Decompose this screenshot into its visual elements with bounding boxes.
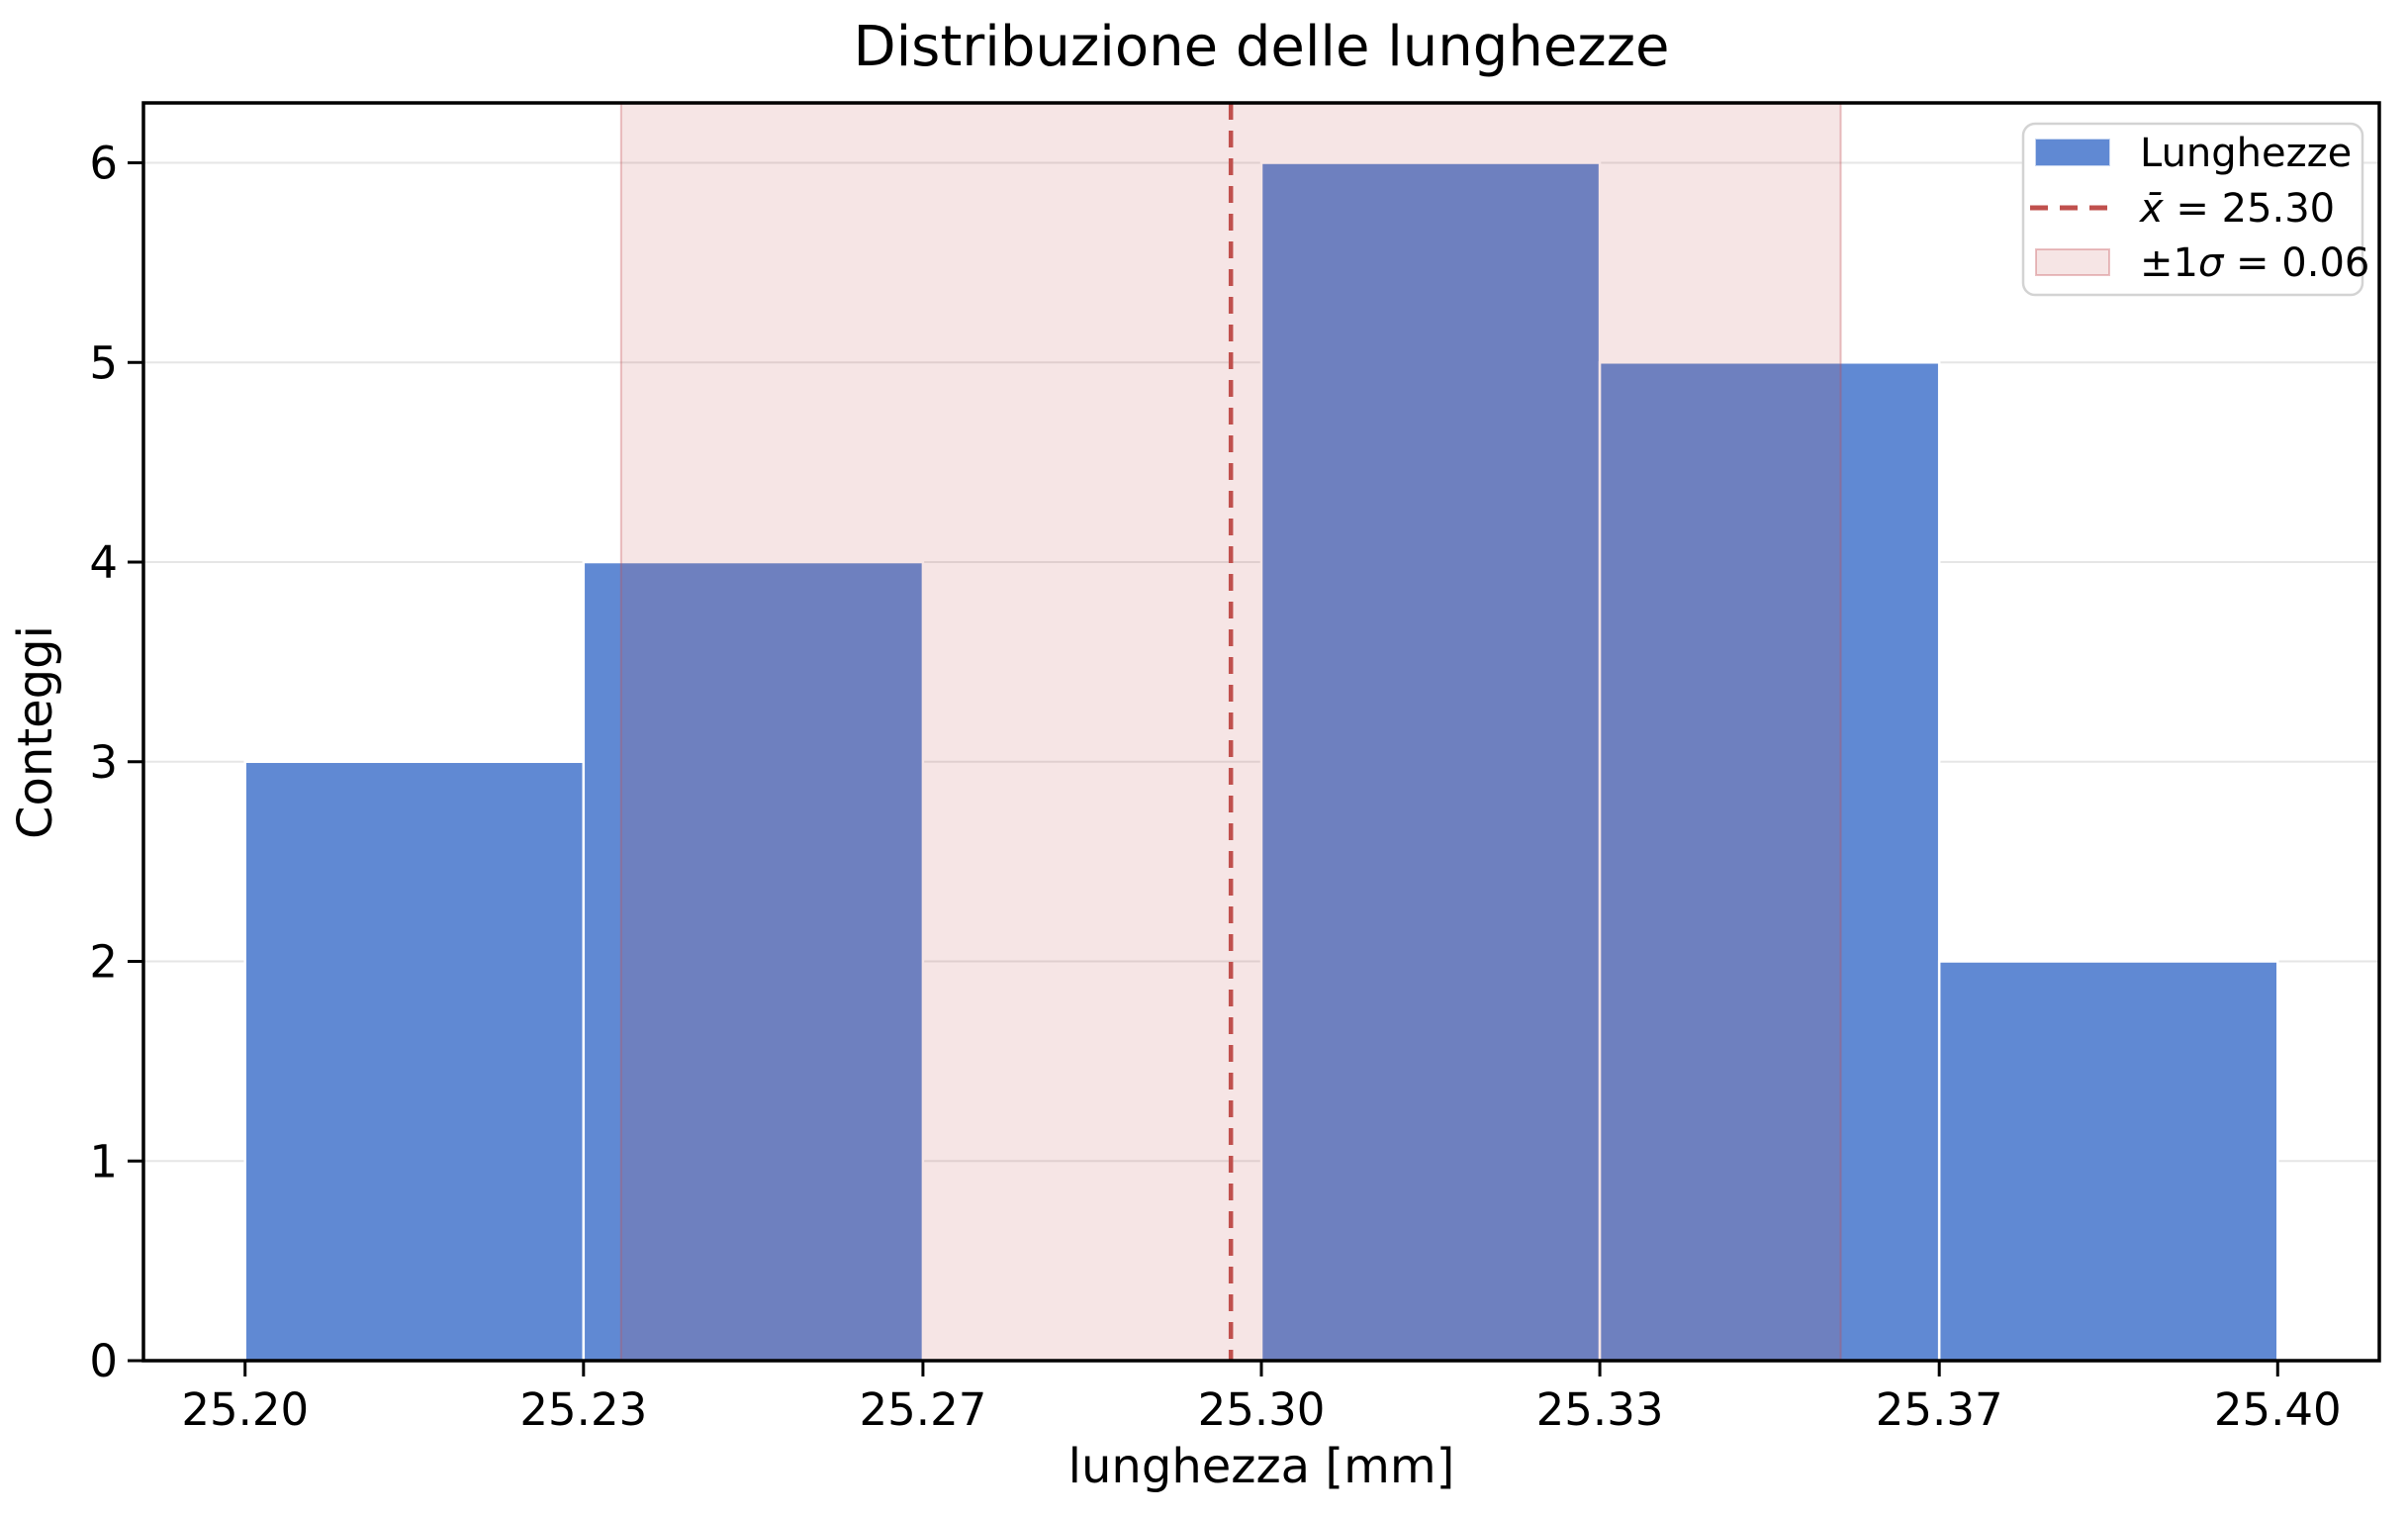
chart-title: Distribuzione delle lunghezze (853, 15, 1669, 79)
y-tick-label: 2 (89, 936, 118, 989)
x-tick-label: 25.40 (2214, 1383, 2342, 1436)
legend-label: x̄ = 25.30 (2138, 186, 2335, 232)
x-tick-label: 25.23 (519, 1383, 647, 1436)
y-tick-label: 4 (89, 536, 118, 589)
y-tick-label: 6 (89, 138, 118, 190)
x-tick-label: 25.30 (1198, 1383, 1326, 1436)
y-tick-label: 3 (89, 736, 118, 789)
legend-label: Lunghezze (2140, 131, 2352, 176)
x-tick-label: 25.27 (860, 1383, 987, 1436)
y-tick-label: 5 (89, 336, 118, 389)
y-axis-label: Conteggi (8, 625, 63, 839)
y-tick-label: 0 (89, 1335, 118, 1387)
x-tick-label: 25.33 (1536, 1383, 1664, 1436)
histogram-bar (1937, 960, 2279, 1363)
x-axis-label: lunghezza [mm] (1068, 1439, 1455, 1494)
legend-swatch-band (2035, 248, 2110, 276)
legend-label: ±1σ = 0.06 (2140, 240, 2369, 286)
histogram-bar (1598, 361, 1941, 1363)
x-tick-label: 25.20 (181, 1383, 309, 1436)
legend: Lunghezze x̄ = 25.30 ±1σ = 0.06 (2021, 122, 2369, 297)
y-tick-label: 1 (89, 1135, 118, 1187)
legend-swatch-bar (2035, 139, 2110, 166)
x-tick-label: 25.37 (1876, 1383, 2003, 1436)
histogram-bar (243, 760, 586, 1363)
histogram-bar (582, 560, 925, 1363)
legend-box (2021, 122, 2364, 297)
plot-area: 25.20 25.23 25.27 25.30 25.33 25.37 25.40 0 1 2 3 4… (89, 101, 2381, 1436)
